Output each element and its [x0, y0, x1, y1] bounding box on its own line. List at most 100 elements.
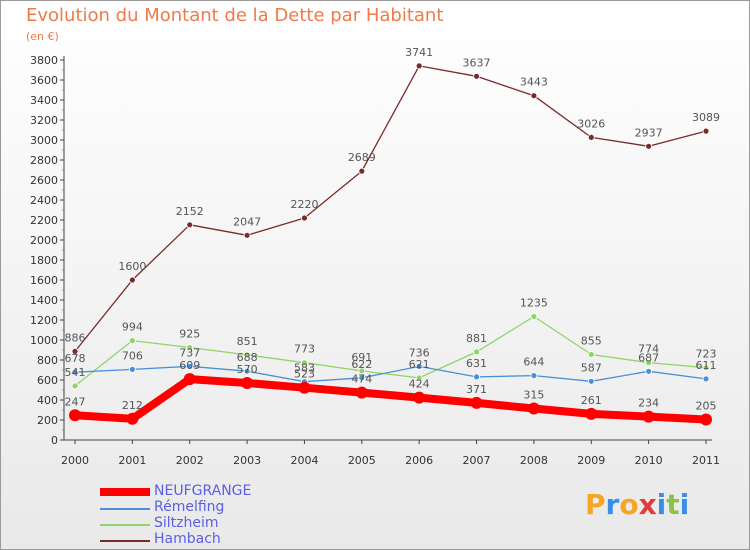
x-tick-label: 2007	[463, 454, 491, 467]
x-tick-label: 2001	[118, 454, 146, 467]
data-point	[645, 359, 653, 367]
data-point	[645, 142, 653, 150]
data-label: 234	[638, 397, 659, 410]
data-point	[355, 386, 368, 399]
data-point	[702, 127, 710, 135]
data-label: 2220	[290, 198, 318, 211]
legend-item-hambach: Hambach	[96, 531, 356, 548]
data-label: 3089	[692, 111, 720, 124]
data-point	[587, 377, 595, 385]
legend-swatch-neufgrange	[100, 488, 150, 496]
legend-swatch-siltzheim	[100, 524, 150, 526]
data-label: 631	[466, 357, 487, 370]
series-line-neufgrange	[71, 375, 710, 424]
data-point	[71, 368, 79, 376]
data-point	[585, 407, 598, 420]
x-tick-label: 2003	[233, 454, 261, 467]
data-label: 622	[351, 358, 372, 371]
data-label: 2937	[635, 126, 663, 139]
y-tick-label: 3400	[30, 94, 58, 107]
data-label: 3741	[405, 46, 433, 59]
data-point	[243, 231, 251, 239]
y-tick-label: 3200	[30, 114, 58, 127]
legend-item-neufgrange: NEUFGRANGE	[96, 483, 356, 500]
data-label: 315	[523, 389, 544, 402]
data-point	[186, 362, 194, 370]
data-label: 2047	[233, 215, 261, 228]
y-tick-label: 2800	[30, 154, 58, 167]
legend-label-siltzheim: Siltzheim	[154, 515, 219, 531]
data-label: 3443	[520, 76, 548, 89]
logo-letter: i	[679, 488, 690, 521]
data-label: 688	[237, 351, 258, 364]
y-tick-label: 2200	[30, 214, 58, 227]
data-label: 706	[122, 349, 143, 362]
data-point	[301, 214, 308, 222]
series-line-rémelfing	[74, 365, 707, 383]
logo-letter: i	[656, 488, 667, 521]
legend-label-remelfing: Rémelfing	[154, 499, 225, 515]
x-tick-label: 2008	[520, 454, 548, 467]
data-point	[71, 347, 79, 355]
data-point	[702, 375, 710, 383]
data-label: 678	[65, 352, 86, 365]
x-tick-label: 2011	[692, 454, 720, 467]
series-line-hambach	[74, 65, 707, 353]
data-point	[530, 313, 538, 320]
data-label: 611	[696, 359, 717, 372]
data-label: 212	[122, 399, 143, 412]
data-point	[415, 374, 423, 382]
data-label: 474	[351, 373, 372, 386]
data-label: 371	[466, 383, 487, 396]
x-tick-label: 2000	[61, 454, 89, 467]
data-label: 855	[581, 335, 602, 348]
data-label: 205	[696, 400, 717, 413]
data-point	[298, 381, 311, 394]
proxiti-logo: Proxiti	[585, 488, 689, 521]
data-label: 541	[65, 366, 86, 379]
data-point	[645, 367, 653, 375]
data-label: 621	[409, 358, 430, 371]
data-label: 2689	[348, 151, 376, 164]
legend-item-siltzheim: Siltzheim	[96, 515, 356, 532]
data-label: 3026	[577, 117, 605, 130]
data-point	[527, 402, 540, 415]
data-point	[358, 367, 366, 375]
data-label: 3637	[463, 56, 491, 69]
data-point	[241, 377, 254, 389]
chart-unit: (en €)	[26, 30, 59, 43]
x-tick-label: 2002	[176, 454, 204, 467]
x-tick-label: 2010	[635, 454, 663, 467]
series-line-siltzheim	[74, 315, 707, 387]
y-tick-label: 2600	[30, 174, 58, 187]
data-point	[413, 391, 426, 404]
data-point	[530, 372, 538, 380]
legend-label-neufgrange: NEUFGRANGE	[154, 483, 252, 499]
data-label: 570	[237, 363, 258, 376]
data-point	[186, 344, 194, 351]
data-point	[128, 365, 136, 373]
x-tick-label: 2004	[290, 454, 318, 467]
data-point	[473, 373, 480, 381]
data-label: 644	[523, 356, 544, 369]
data-point	[128, 276, 136, 284]
data-label: 925	[179, 328, 200, 341]
data-point	[473, 72, 480, 80]
y-tick-label: 2400	[30, 194, 58, 207]
data-point	[530, 92, 538, 100]
data-point	[128, 337, 136, 345]
data-point	[358, 374, 366, 382]
data-point	[470, 396, 483, 409]
data-point	[700, 413, 712, 426]
data-label: 994	[122, 321, 143, 334]
x-tick-label: 2005	[348, 454, 376, 467]
data-label: 587	[581, 361, 602, 374]
data-label: 736	[409, 346, 430, 359]
data-label: 1600	[118, 260, 146, 273]
data-label: 881	[466, 332, 487, 345]
data-point	[301, 359, 308, 367]
y-tick-label: 400	[37, 394, 58, 407]
data-point	[642, 410, 655, 423]
